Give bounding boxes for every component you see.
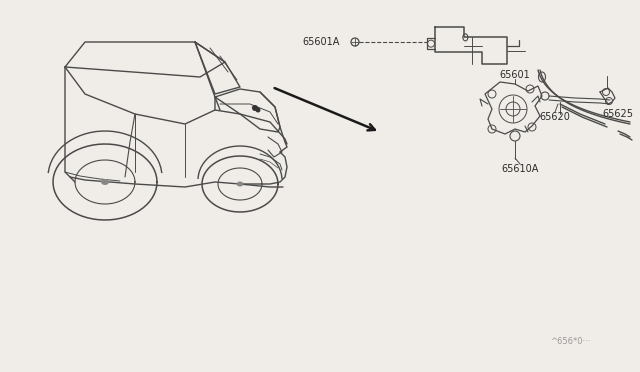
Circle shape bbox=[252, 105, 258, 111]
Text: 65620: 65620 bbox=[540, 112, 570, 122]
Text: ^656*0···: ^656*0··· bbox=[550, 337, 590, 346]
Text: 65601A: 65601A bbox=[303, 37, 340, 47]
Text: 65601: 65601 bbox=[500, 70, 531, 80]
Ellipse shape bbox=[237, 182, 243, 186]
Ellipse shape bbox=[101, 179, 109, 185]
Text: 65625: 65625 bbox=[602, 109, 634, 119]
Text: 65610A: 65610A bbox=[501, 164, 539, 174]
Circle shape bbox=[255, 108, 260, 112]
